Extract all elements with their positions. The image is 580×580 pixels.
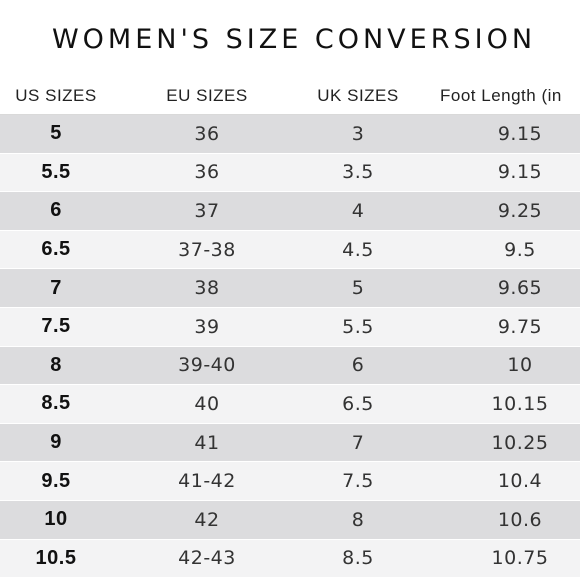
cell-eu-size: 39-40 xyxy=(178,354,236,377)
cell-us-size: 5.5 xyxy=(41,160,71,183)
cell-foot-length: 10.15 xyxy=(491,392,549,415)
table-row: 5 36 3 9.15 xyxy=(0,115,580,154)
cell-us-size: 6 xyxy=(50,199,62,222)
cell-us-size: 6.5 xyxy=(41,238,71,261)
cell-uk-size: 7.5 xyxy=(342,470,374,493)
cell-eu-size: 37-38 xyxy=(178,238,236,261)
table-row: 8 39-40 6 10 xyxy=(0,346,580,386)
cell-foot-length: 10.6 xyxy=(497,508,543,531)
cell-eu-size: 42 xyxy=(194,508,220,531)
cell-eu-size: 38 xyxy=(194,277,220,300)
header-uk-sizes: UK SIZES xyxy=(317,86,399,105)
cell-us-size: 10.5 xyxy=(35,546,77,569)
cell-eu-size: 41-42 xyxy=(178,470,236,493)
cell-foot-length: 10.25 xyxy=(491,431,549,454)
cell-us-size: 7 xyxy=(50,276,62,299)
table-row: 5.5 36 3.5 9.15 xyxy=(0,153,580,193)
cell-us-size: 5 xyxy=(50,122,62,145)
cell-us-size: 9.5 xyxy=(41,469,71,492)
header-eu-sizes: EU SIZES xyxy=(166,86,248,105)
cell-uk-size: 3 xyxy=(351,122,365,145)
page-title: WOMEN'S SIZE CONVERSION xyxy=(51,24,537,55)
cell-us-size: 10 xyxy=(44,508,68,531)
cell-foot-length: 9.65 xyxy=(497,277,543,300)
cell-foot-length: 10.4 xyxy=(497,470,543,493)
cell-foot-length: 9.75 xyxy=(497,315,543,338)
table-row: 7 38 5 9.65 xyxy=(0,269,580,308)
cell-eu-size: 42-43 xyxy=(178,547,236,570)
table-row: 6 37 4 9.25 xyxy=(0,192,580,231)
cell-foot-length: 10 xyxy=(507,354,533,377)
table-row: 9.5 41-42 7.5 10.4 xyxy=(0,462,580,501)
cell-uk-size: 3.5 xyxy=(342,161,374,184)
size-conversion-table: US SIZES EU SIZES UK SIZES Foot Length (… xyxy=(0,78,580,579)
cell-uk-size: 6 xyxy=(351,354,365,377)
table-row: 6.5 37-38 4.5 9.5 xyxy=(0,230,580,270)
cell-eu-size: 36 xyxy=(194,122,220,145)
table-row: 10.5 42-43 8.5 10.75 xyxy=(0,539,580,579)
cell-uk-size: 7 xyxy=(351,431,365,454)
cell-us-size: 8 xyxy=(50,353,62,376)
cell-us-size: 9 xyxy=(50,431,62,454)
cell-foot-length: 9.25 xyxy=(497,199,543,222)
table-row: 9 41 7 10.25 xyxy=(0,423,580,463)
cell-eu-size: 36 xyxy=(194,161,220,184)
cell-foot-length: 9.5 xyxy=(504,238,536,261)
table-header-row: US SIZES EU SIZES UK SIZES Foot Length (… xyxy=(0,78,580,115)
cell-uk-size: 6.5 xyxy=(342,392,374,415)
cell-uk-size: 8.5 xyxy=(342,547,374,570)
cell-eu-size: 37 xyxy=(194,199,220,222)
table-row: 8.5 40 6.5 10.15 xyxy=(0,385,580,424)
cell-us-size: 7.5 xyxy=(41,315,71,338)
cell-foot-length: 9.15 xyxy=(497,161,543,184)
cell-eu-size: 40 xyxy=(194,392,220,415)
cell-uk-size: 5 xyxy=(351,277,365,300)
header-foot-length: Foot Length (in xyxy=(440,86,562,105)
cell-uk-size: 8 xyxy=(351,508,365,531)
cell-foot-length: 9.15 xyxy=(497,122,543,145)
table-row: 10 42 8 10.6 xyxy=(0,500,580,540)
cell-uk-size: 4 xyxy=(351,199,365,222)
cell-foot-length: 10.75 xyxy=(491,547,549,570)
header-us-sizes: US SIZES xyxy=(15,86,97,105)
cell-us-size: 8.5 xyxy=(41,392,71,415)
cell-uk-size: 4.5 xyxy=(342,238,374,261)
cell-eu-size: 41 xyxy=(194,431,220,454)
cell-eu-size: 39 xyxy=(194,315,220,338)
table-row: 7.5 39 5.5 9.75 xyxy=(0,307,580,347)
cell-uk-size: 5.5 xyxy=(342,315,374,338)
